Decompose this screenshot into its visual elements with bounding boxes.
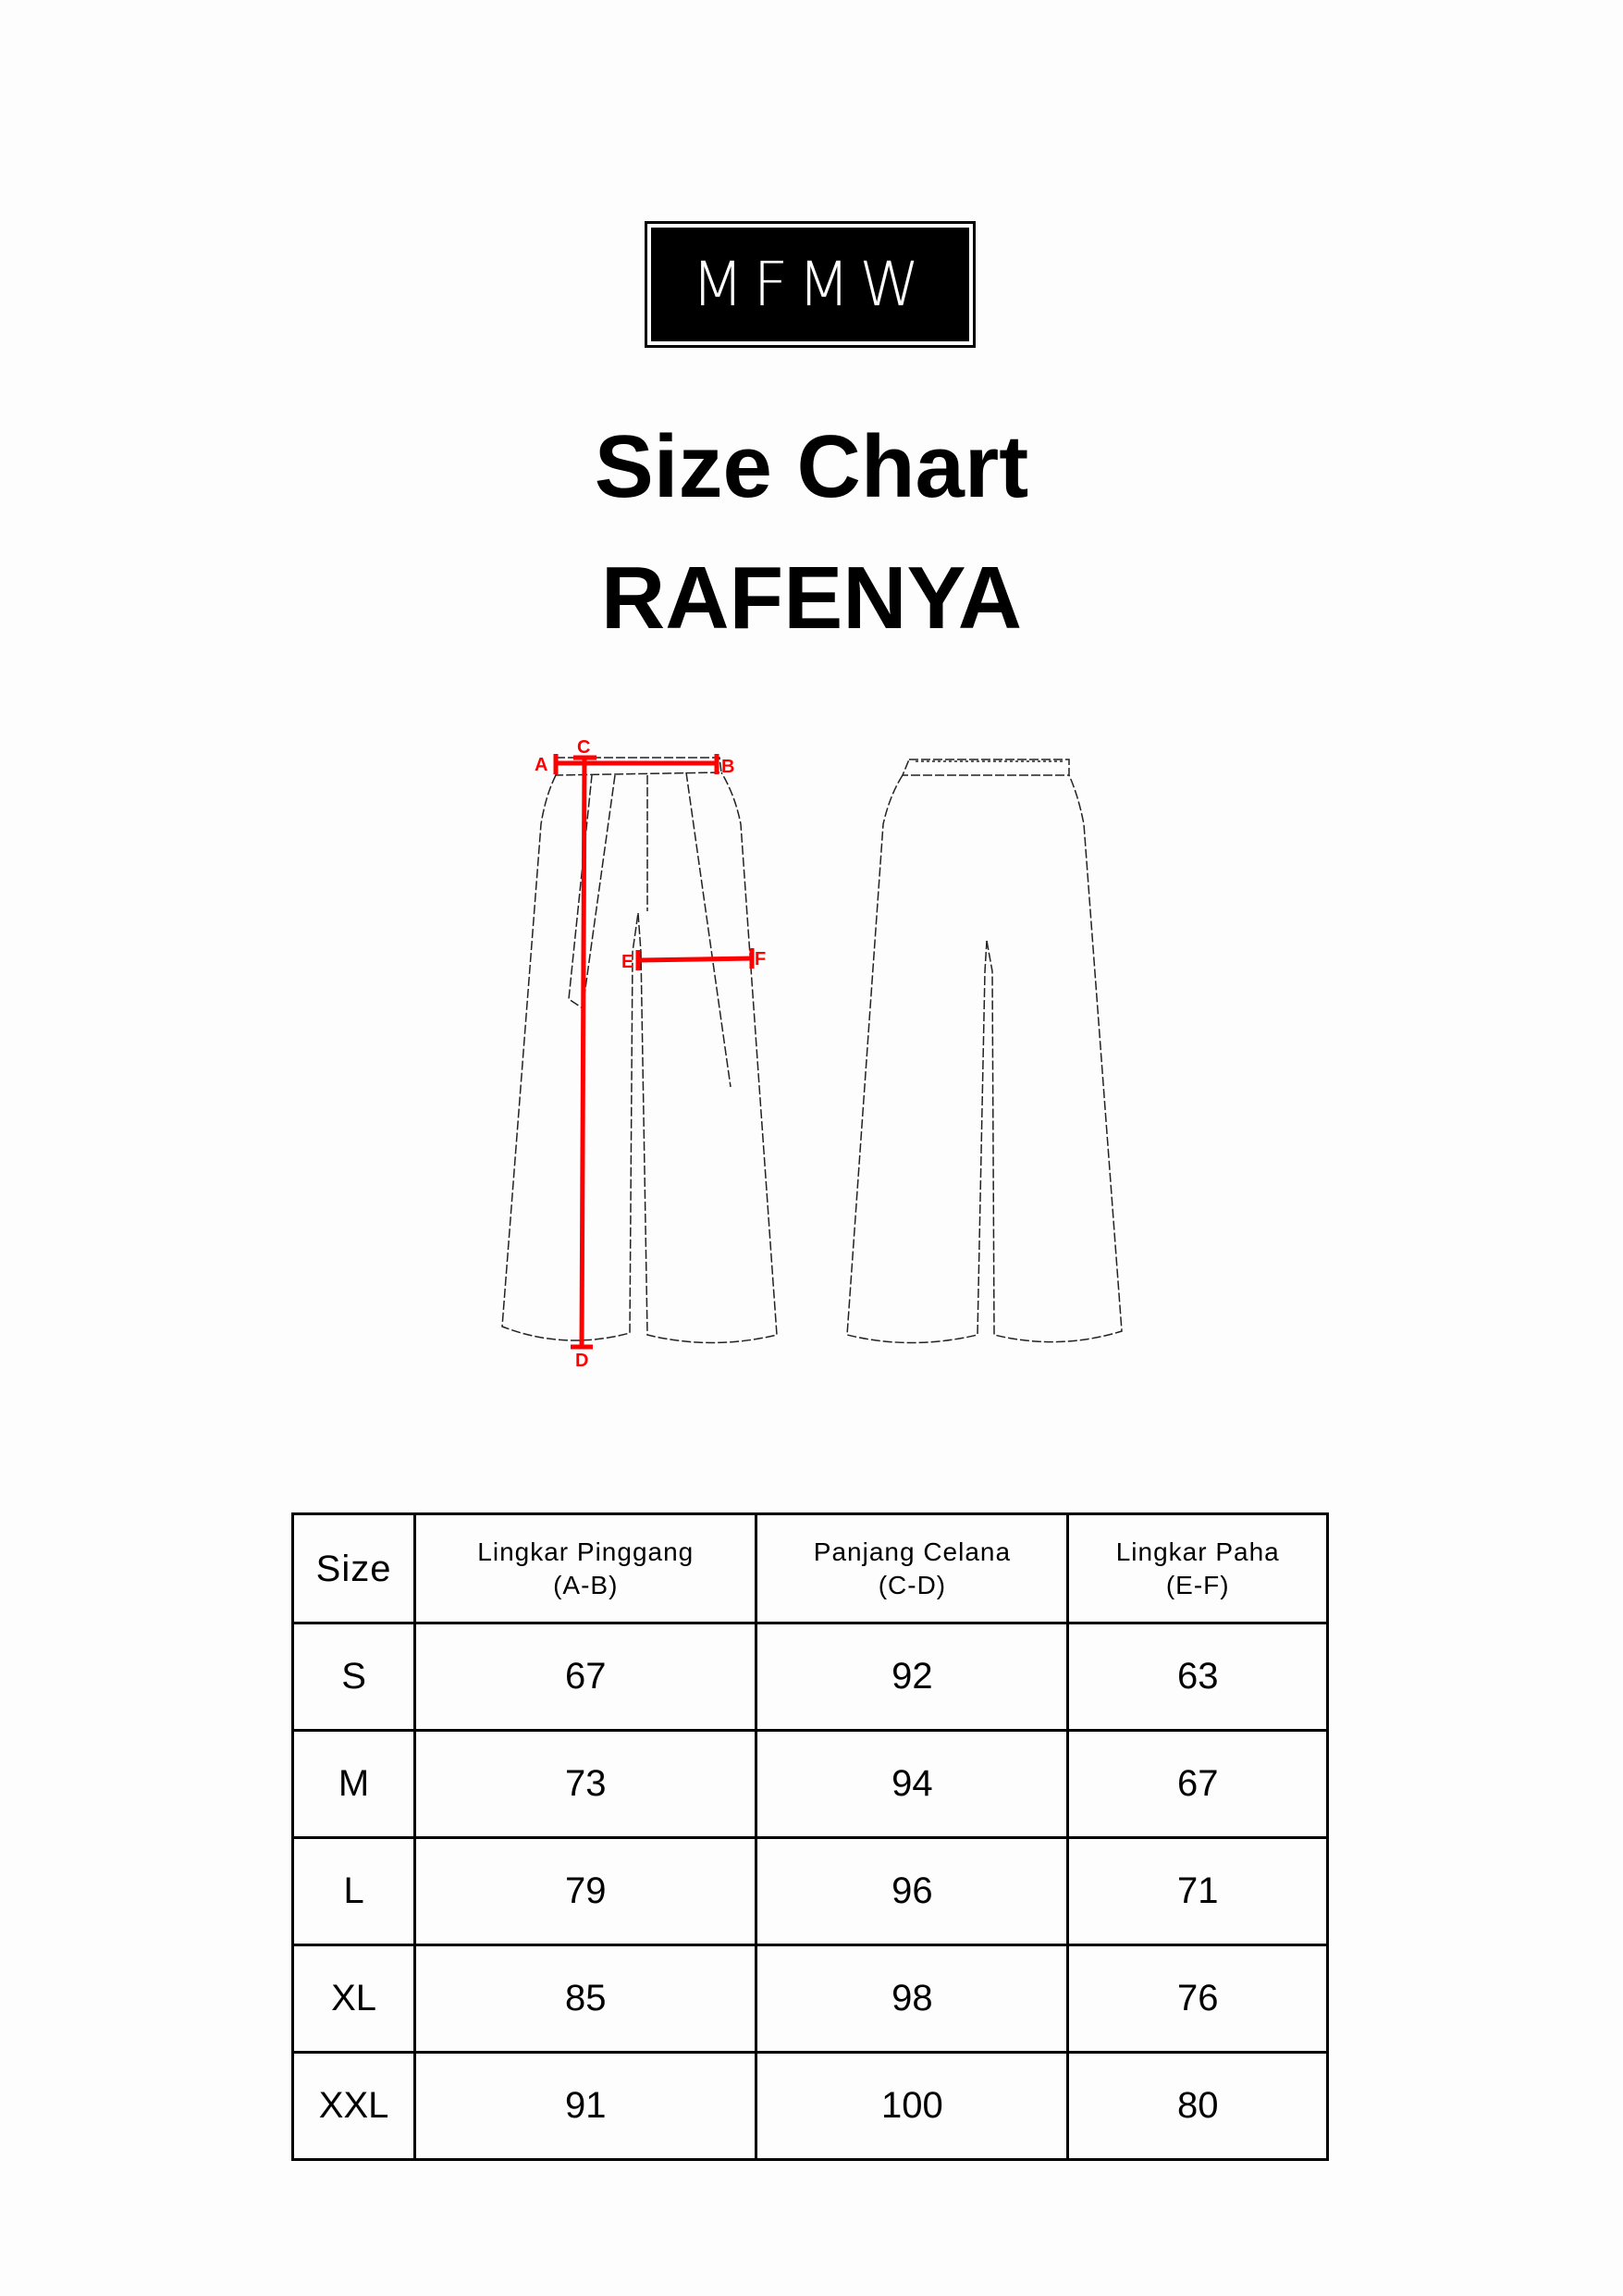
waist-cell: 73 [413, 1729, 758, 1839]
size-cell: S [290, 1622, 417, 1732]
measurement-lines [553, 754, 755, 1350]
length-cell: 96 [755, 1836, 1070, 1946]
table-row: XL 85 98 76 [290, 1944, 1329, 2054]
header-size: Size [290, 1512, 417, 1624]
waist-cell: 85 [413, 1944, 758, 2054]
page-title: Size Chart [594, 417, 1029, 516]
table-row: S 67 92 63 [290, 1622, 1329, 1732]
header-length: Panjang Celana (C-D) [755, 1512, 1070, 1624]
header-code: (C-D) [878, 1570, 947, 1599]
length-cell: 98 [755, 1944, 1070, 2054]
front-view-pants [501, 757, 778, 1344]
back-view-pants [846, 759, 1123, 1344]
brand-logo: MFMW [645, 221, 976, 348]
table-row: L 79 96 71 [290, 1836, 1329, 1946]
label-b: B [721, 757, 734, 777]
label-f: F [755, 949, 766, 969]
size-cell: XL [290, 1944, 417, 2054]
size-cell: M [290, 1729, 417, 1839]
waist-cell: 91 [413, 2051, 758, 2161]
label-e: E [621, 952, 633, 972]
waist-cell: 79 [413, 1836, 758, 1946]
header-code: (E-F) [1165, 1570, 1230, 1599]
thigh-cell: 67 [1066, 1729, 1329, 1839]
label-d: D [575, 1351, 588, 1371]
thigh-cell: 76 [1066, 1944, 1329, 2054]
product-name: RAFENYA [600, 549, 1023, 648]
size-table: Size Lingkar Pinggang (A-B) Panjang Celan… [290, 1512, 1329, 2161]
thigh-cell: 71 [1066, 1836, 1329, 1946]
size-cell: L [290, 1836, 417, 1946]
header-label: Lingkar Paha [1115, 1537, 1280, 1566]
header-waist: Lingkar Pinggang (A-B) [413, 1512, 758, 1624]
header-label: Panjang Celana [813, 1537, 1012, 1566]
header-thigh: Lingkar Paha (E-F) [1066, 1512, 1329, 1624]
waist-cell: 67 [413, 1622, 758, 1732]
thigh-measure-line [637, 956, 753, 963]
thigh-cell: 80 [1066, 2051, 1329, 2161]
length-cell: 94 [755, 1729, 1070, 1839]
label-c: C [577, 737, 590, 758]
table-row: M 73 94 67 [290, 1729, 1329, 1839]
logo-text: MFMW [651, 228, 969, 341]
length-measure-line [579, 757, 587, 1348]
length-cell: 92 [755, 1622, 1070, 1732]
label-a: A [535, 755, 547, 775]
size-cell: XXL [290, 2051, 417, 2161]
table-row: XXL 91 100 80 [290, 2051, 1329, 2161]
header-code: (A-B) [553, 1570, 619, 1599]
length-cell: 100 [755, 2051, 1070, 2161]
header-label: Lingkar Pinggang [477, 1537, 695, 1566]
table-header-row: Size Lingkar Pinggang (A-B) Panjang Celan… [290, 1512, 1329, 1624]
thigh-cell: 63 [1066, 1622, 1329, 1732]
